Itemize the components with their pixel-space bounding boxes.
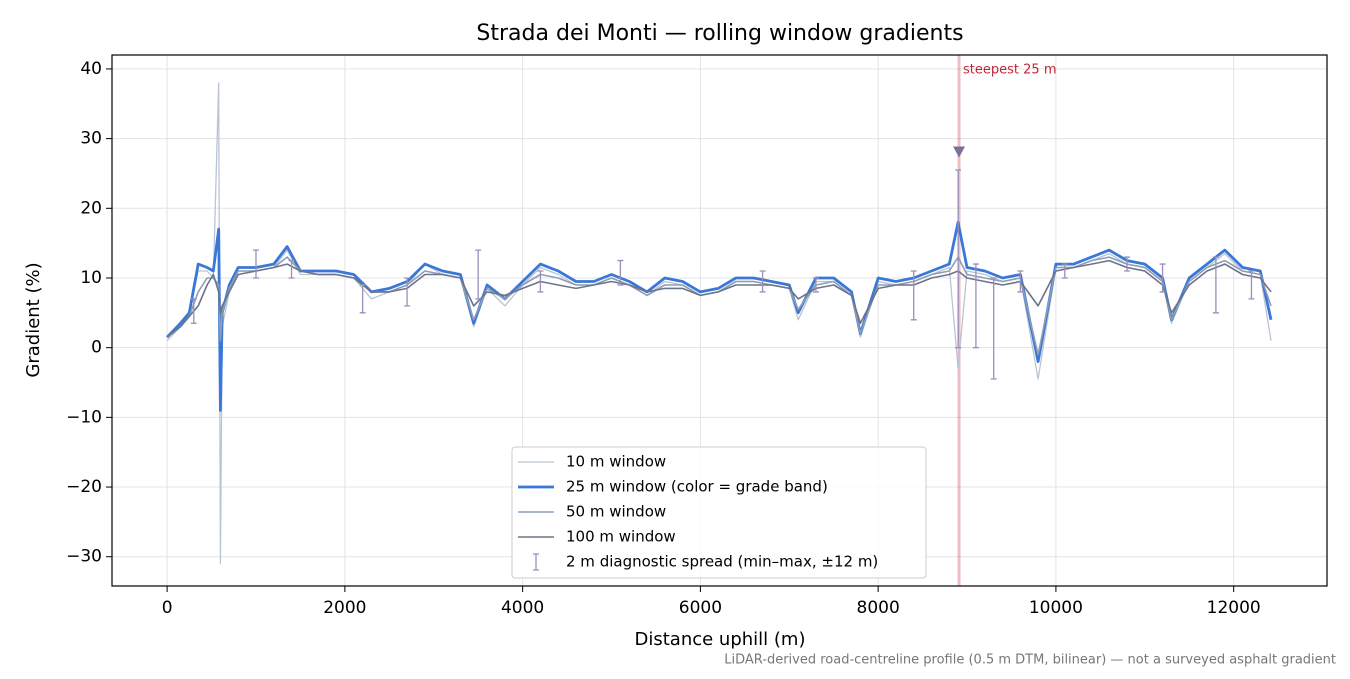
legend-label: 10 m window	[566, 453, 666, 471]
error-bar	[812, 277, 819, 293]
y-tick-label: 40	[80, 59, 102, 79]
x-tick-label: 12000	[1207, 598, 1261, 618]
error-bar	[955, 169, 962, 349]
error-bar	[288, 259, 295, 279]
x-tick-label: 4000	[501, 598, 544, 618]
error-bar	[359, 284, 366, 314]
series-line	[166, 259, 1272, 338]
legend-label: 25 m window (color = grade band)	[566, 478, 828, 496]
y-tick-label: −10	[66, 407, 102, 427]
footnote: LiDAR-derived road-centreline profile (0…	[724, 653, 1336, 668]
error-bar	[537, 270, 544, 293]
error-bar	[404, 277, 411, 307]
x-axis-label: Distance uphill (m)	[635, 629, 806, 650]
y-tick-label: 0	[91, 338, 102, 358]
y-tick-label: 10	[80, 268, 102, 288]
error-bar	[972, 263, 979, 349]
chart-title: Strada dei Monti — rolling window gradie…	[476, 21, 963, 46]
peak-marker	[953, 146, 966, 158]
error-bar	[475, 249, 482, 300]
error-bar	[1159, 263, 1166, 293]
error-bar	[617, 259, 624, 286]
annotation-text: steepest 25 m	[963, 63, 1056, 78]
error-bar	[1248, 270, 1255, 300]
error-bar	[1061, 263, 1068, 279]
x-tick-label: 8000	[857, 598, 900, 618]
legend-label: 2 m diagnostic spread (min–max, ±12 m)	[566, 553, 878, 571]
legend-swatch	[533, 553, 539, 571]
error-bar	[910, 270, 917, 321]
y-tick-label: 20	[80, 198, 102, 218]
legend-label: 100 m window	[566, 528, 676, 546]
x-tick-label: 6000	[679, 598, 722, 618]
error-bar	[1124, 256, 1131, 272]
x-tick-label: 0	[162, 598, 173, 618]
error-bar	[190, 298, 197, 324]
y-axis-label: Gradient (%)	[23, 262, 44, 377]
x-tick-label: 10000	[1029, 598, 1083, 618]
error-bar	[1212, 256, 1219, 314]
error-bar	[759, 270, 766, 293]
series-line	[166, 220, 1273, 412]
y-tick-label: −20	[66, 477, 102, 497]
error-bar	[990, 277, 997, 380]
legend-box	[511, 446, 927, 579]
x-tick-label: 2000	[323, 598, 366, 618]
legend-label: 50 m window	[566, 503, 666, 521]
error-bar	[1017, 270, 1024, 293]
y-tick-label: −30	[66, 547, 102, 567]
error-bar	[252, 249, 259, 279]
y-tick-label: 30	[80, 129, 102, 149]
plot-frame	[111, 54, 1328, 587]
